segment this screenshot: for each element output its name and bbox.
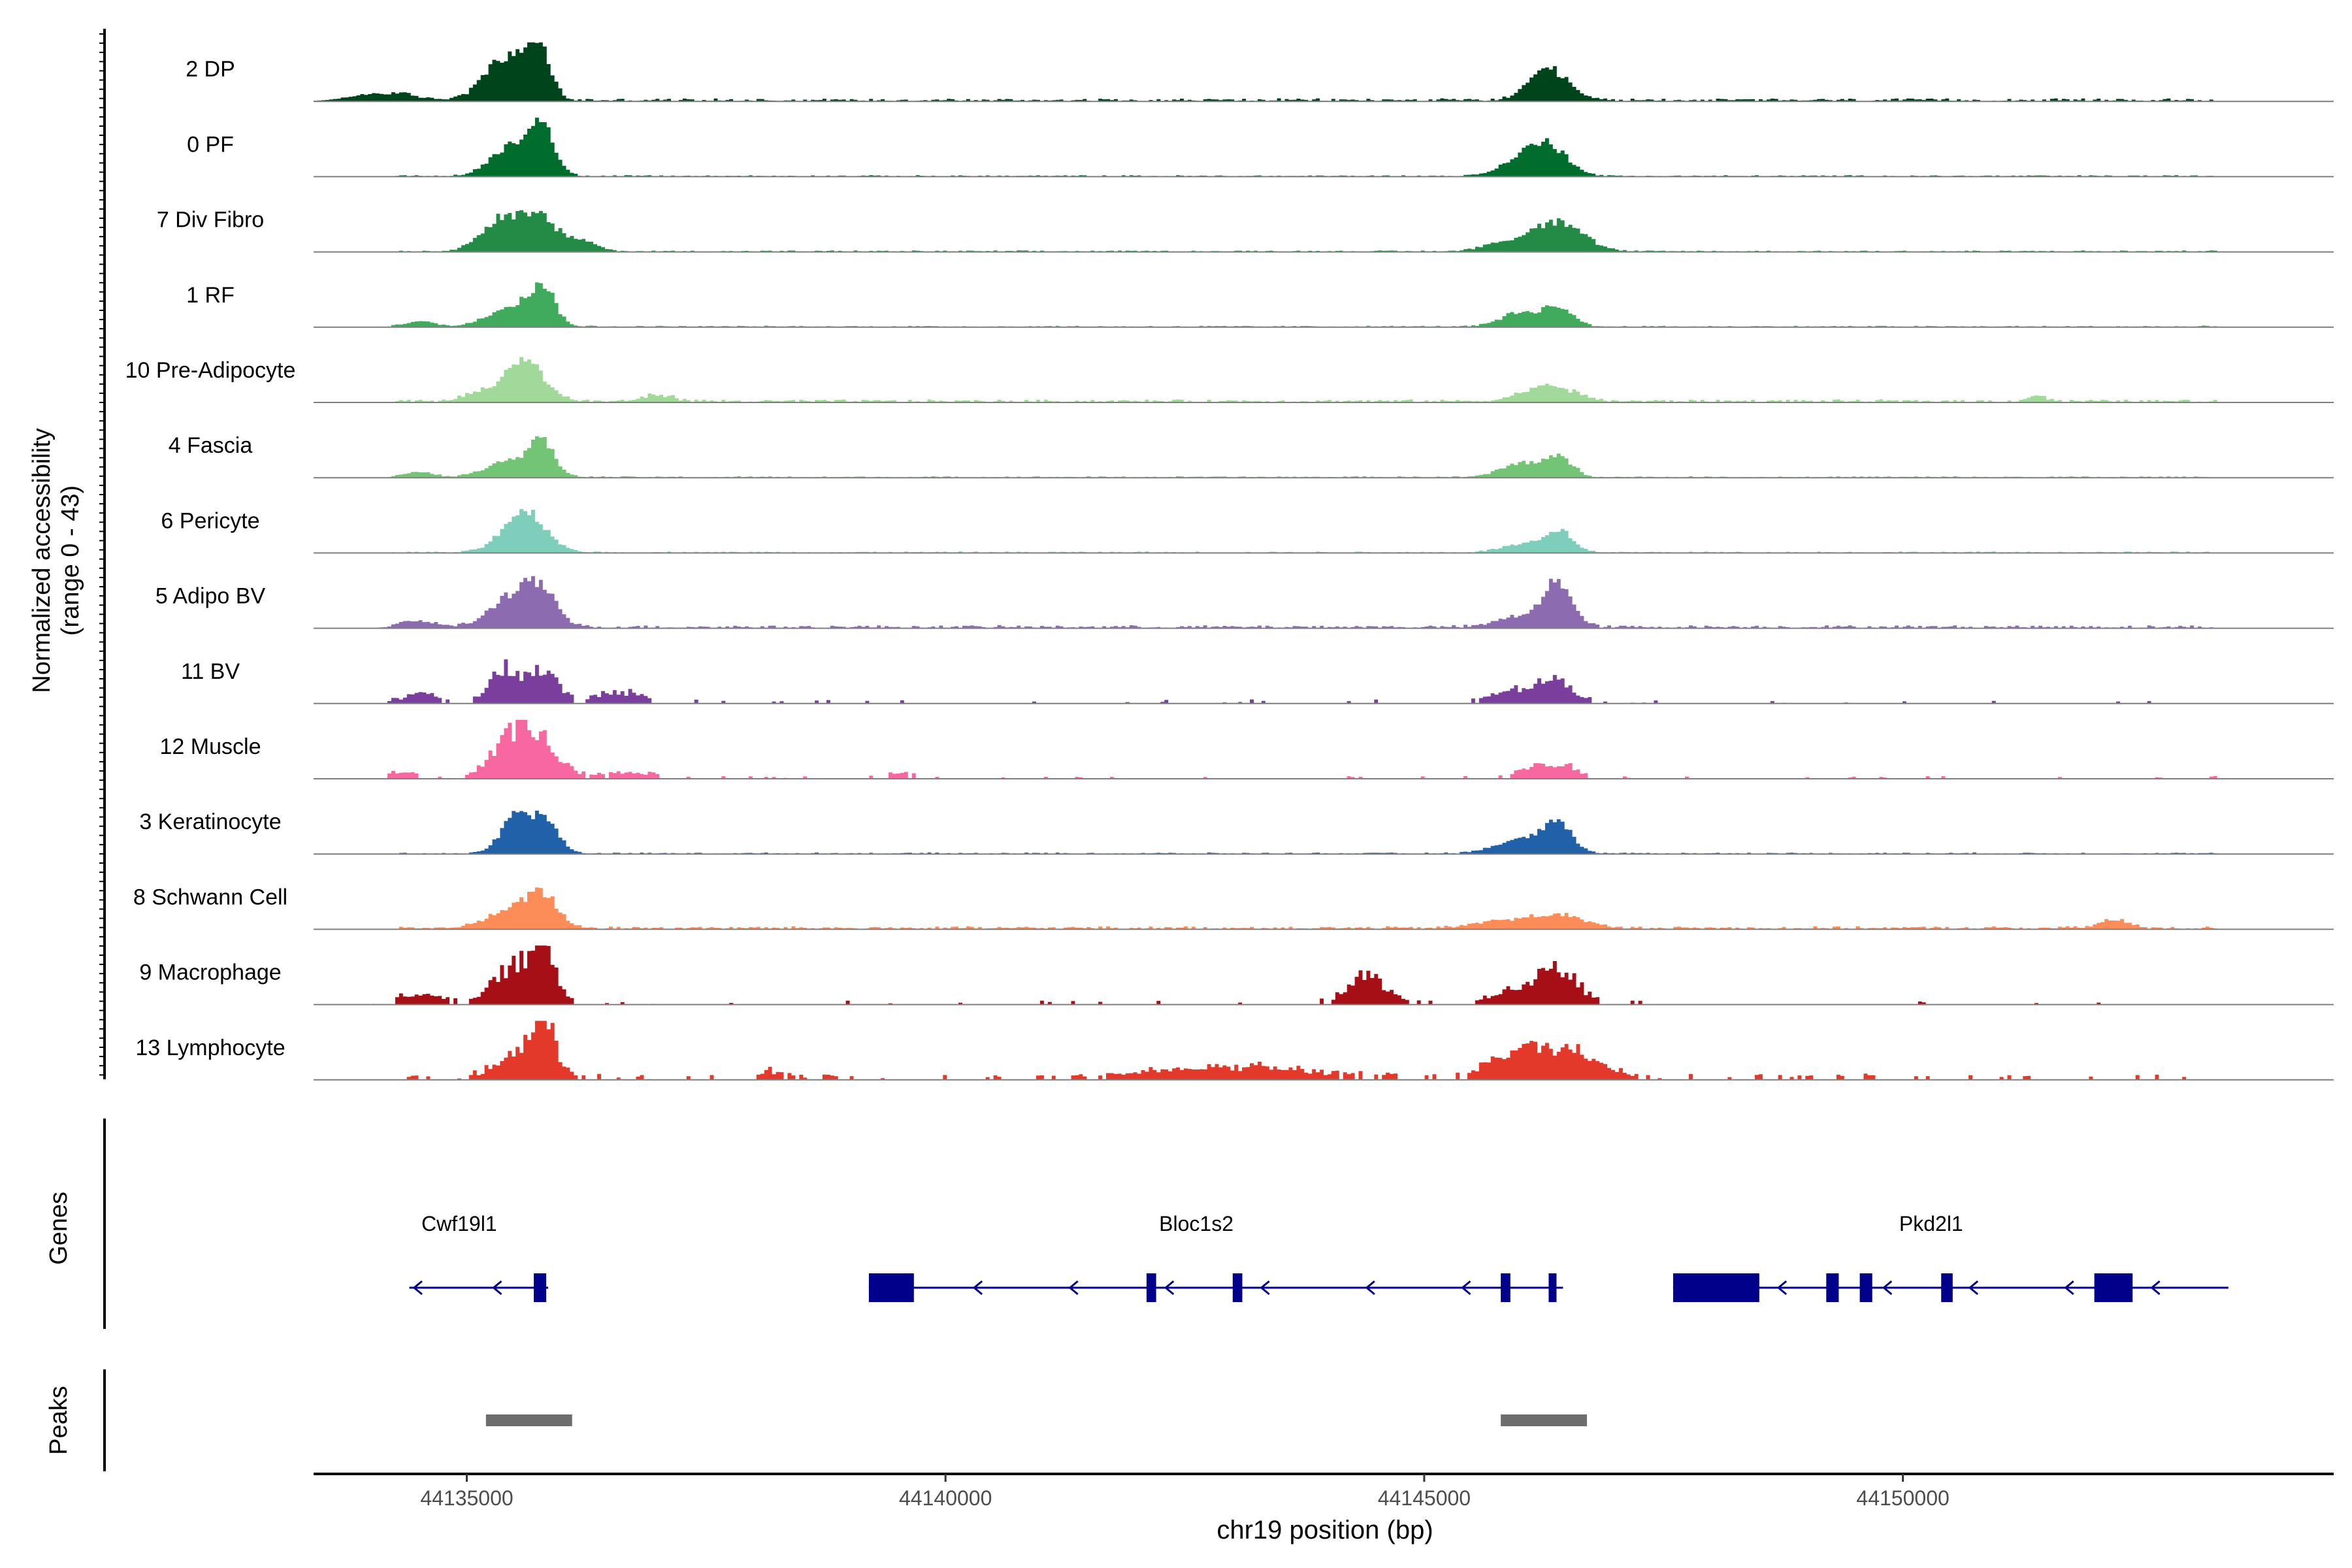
peak-region [485, 1414, 572, 1426]
strand-arrow [412, 1280, 423, 1296]
strand-arrow [492, 1280, 502, 1296]
coverage-area [314, 42, 2334, 102]
track-3-keratinocyte: 3 Keratinocyte [139, 809, 2334, 855]
gene-exon [2094, 1273, 2133, 1302]
gene-cwf19l1: Cwf19l1 [409, 1212, 548, 1302]
coverage-area [314, 659, 2334, 704]
x-axis: chr19 position (bp) 44135000 44140000 4414… [314, 1473, 2334, 1544]
track-5-adipo-bv: 5 Adipo BV [155, 576, 2334, 629]
genes-track-label: Genes [45, 1192, 73, 1265]
y-axis [99, 29, 106, 1079]
gene-exon [1501, 1273, 1511, 1302]
track-4-fascia: 4 Fascia [169, 433, 2334, 479]
strand-arrow [1260, 1280, 1270, 1296]
strand-arrow [2150, 1280, 2161, 1296]
track-6-pericyte: 6 Pericyte [161, 508, 2334, 554]
y-axis-label-line2: (range 0 - 43) [57, 485, 84, 636]
strand-arrow [1068, 1280, 1079, 1296]
gene-name: Cwf19l1 [421, 1212, 497, 1235]
coverage-area [314, 282, 2334, 327]
strand-arrow [1164, 1280, 1175, 1296]
coverage-area [314, 118, 2334, 177]
track-11-bv: 11 BV [181, 659, 2334, 704]
coverage-tracks: 2 DP 0 PF 7 Div Fibro 1 RF 10 Pre-Adipocyte 4… [125, 42, 2334, 1081]
track-1-rf: 1 RF [186, 282, 2334, 328]
y-axis-label: Normalized accessibility (range 0 - 43) [28, 428, 84, 693]
gene-exon [1859, 1273, 1872, 1302]
gene-exon [1673, 1273, 1759, 1302]
gene-name: Pkd2l1 [1899, 1212, 1963, 1235]
track-label: 2 DP [186, 57, 235, 82]
x-tick-label: 44150000 [1856, 1486, 1949, 1510]
track-label: 11 BV [181, 659, 240, 684]
coverage-area [314, 509, 2334, 553]
strand-arrow [1968, 1280, 1979, 1296]
y-axis-label-line1: Normalized accessibility [28, 428, 56, 693]
x-tick-label: 44145000 [1378, 1486, 1471, 1510]
gene-exon [1941, 1273, 1953, 1302]
coverage-area [314, 945, 2334, 1005]
track-label: 4 Fascia [169, 433, 253, 458]
track-7-div-fibro: 7 Div Fibro [157, 208, 2334, 253]
x-axis-label: chr19 position (bp) [1217, 1516, 1433, 1544]
track-9-macrophage: 9 Macrophage [139, 945, 2334, 1005]
track-label: 0 PF [187, 132, 234, 157]
gene-track: Genes Cwf19l1 Bloc1s2 Pkd2l1 [45, 1119, 2229, 1329]
track-label: 1 RF [186, 283, 235, 308]
peaks-track: Peaks [45, 1369, 1587, 1471]
coverage-area [314, 719, 2334, 779]
strand-arrow [2064, 1280, 2074, 1296]
gene-pkd2l1: Pkd2l1 [1673, 1212, 2229, 1302]
x-tick-label: 44140000 [899, 1486, 992, 1510]
coverage-area [314, 1021, 2334, 1080]
track-8-schwann-cell: 8 Schwann Cell [133, 885, 2334, 930]
gene-exon [1146, 1273, 1156, 1302]
track-10-pre-adipocyte: 10 Pre-Adipocyte [125, 357, 2334, 403]
peaks-track-label: Peaks [45, 1386, 73, 1455]
track-13-lymphocyte: 13 Lymphocyte [135, 1021, 2334, 1081]
track-label: 9 Macrophage [139, 960, 281, 985]
coverage-area [314, 576, 2334, 629]
track-label: 13 Lymphocyte [135, 1036, 285, 1060]
strand-arrow [1365, 1280, 1375, 1296]
coverage-area [314, 810, 2334, 855]
strand-arrow [1776, 1280, 1788, 1296]
track-0-pf: 0 PF [187, 118, 2334, 178]
gene-exon [534, 1273, 547, 1302]
track-label: 3 Keratinocyte [139, 809, 281, 834]
gene-exon [1232, 1273, 1243, 1302]
strand-arrow [972, 1280, 983, 1296]
track-label: 7 Div Fibro [157, 208, 264, 233]
track-label: 10 Pre-Adipocyte [125, 358, 296, 383]
track-label: 8 Schwann Cell [133, 885, 287, 909]
strand-arrow [1882, 1280, 1893, 1296]
track-2-dp: 2 DP [186, 42, 2334, 103]
coverage-area [314, 357, 2334, 402]
track-label: 12 Muscle [160, 734, 261, 759]
track-label: 6 Pericyte [161, 508, 259, 533]
coverage-area [314, 436, 2334, 478]
track-12-muscle: 12 Muscle [160, 719, 2334, 779]
strand-arrow [1461, 1280, 1471, 1296]
gene-exon [868, 1273, 914, 1302]
x-tick-label: 44135000 [420, 1486, 513, 1510]
coverage-area [314, 887, 2334, 930]
gene-exon [1826, 1273, 1839, 1302]
gene-bloc1s2: Bloc1s2 [868, 1212, 1563, 1302]
track-label: 5 Adipo BV [155, 584, 266, 609]
coverage-area [314, 210, 2334, 252]
gene-name: Bloc1s2 [1159, 1212, 1233, 1235]
gene-exon [1548, 1273, 1557, 1302]
peak-region [1501, 1414, 1587, 1426]
